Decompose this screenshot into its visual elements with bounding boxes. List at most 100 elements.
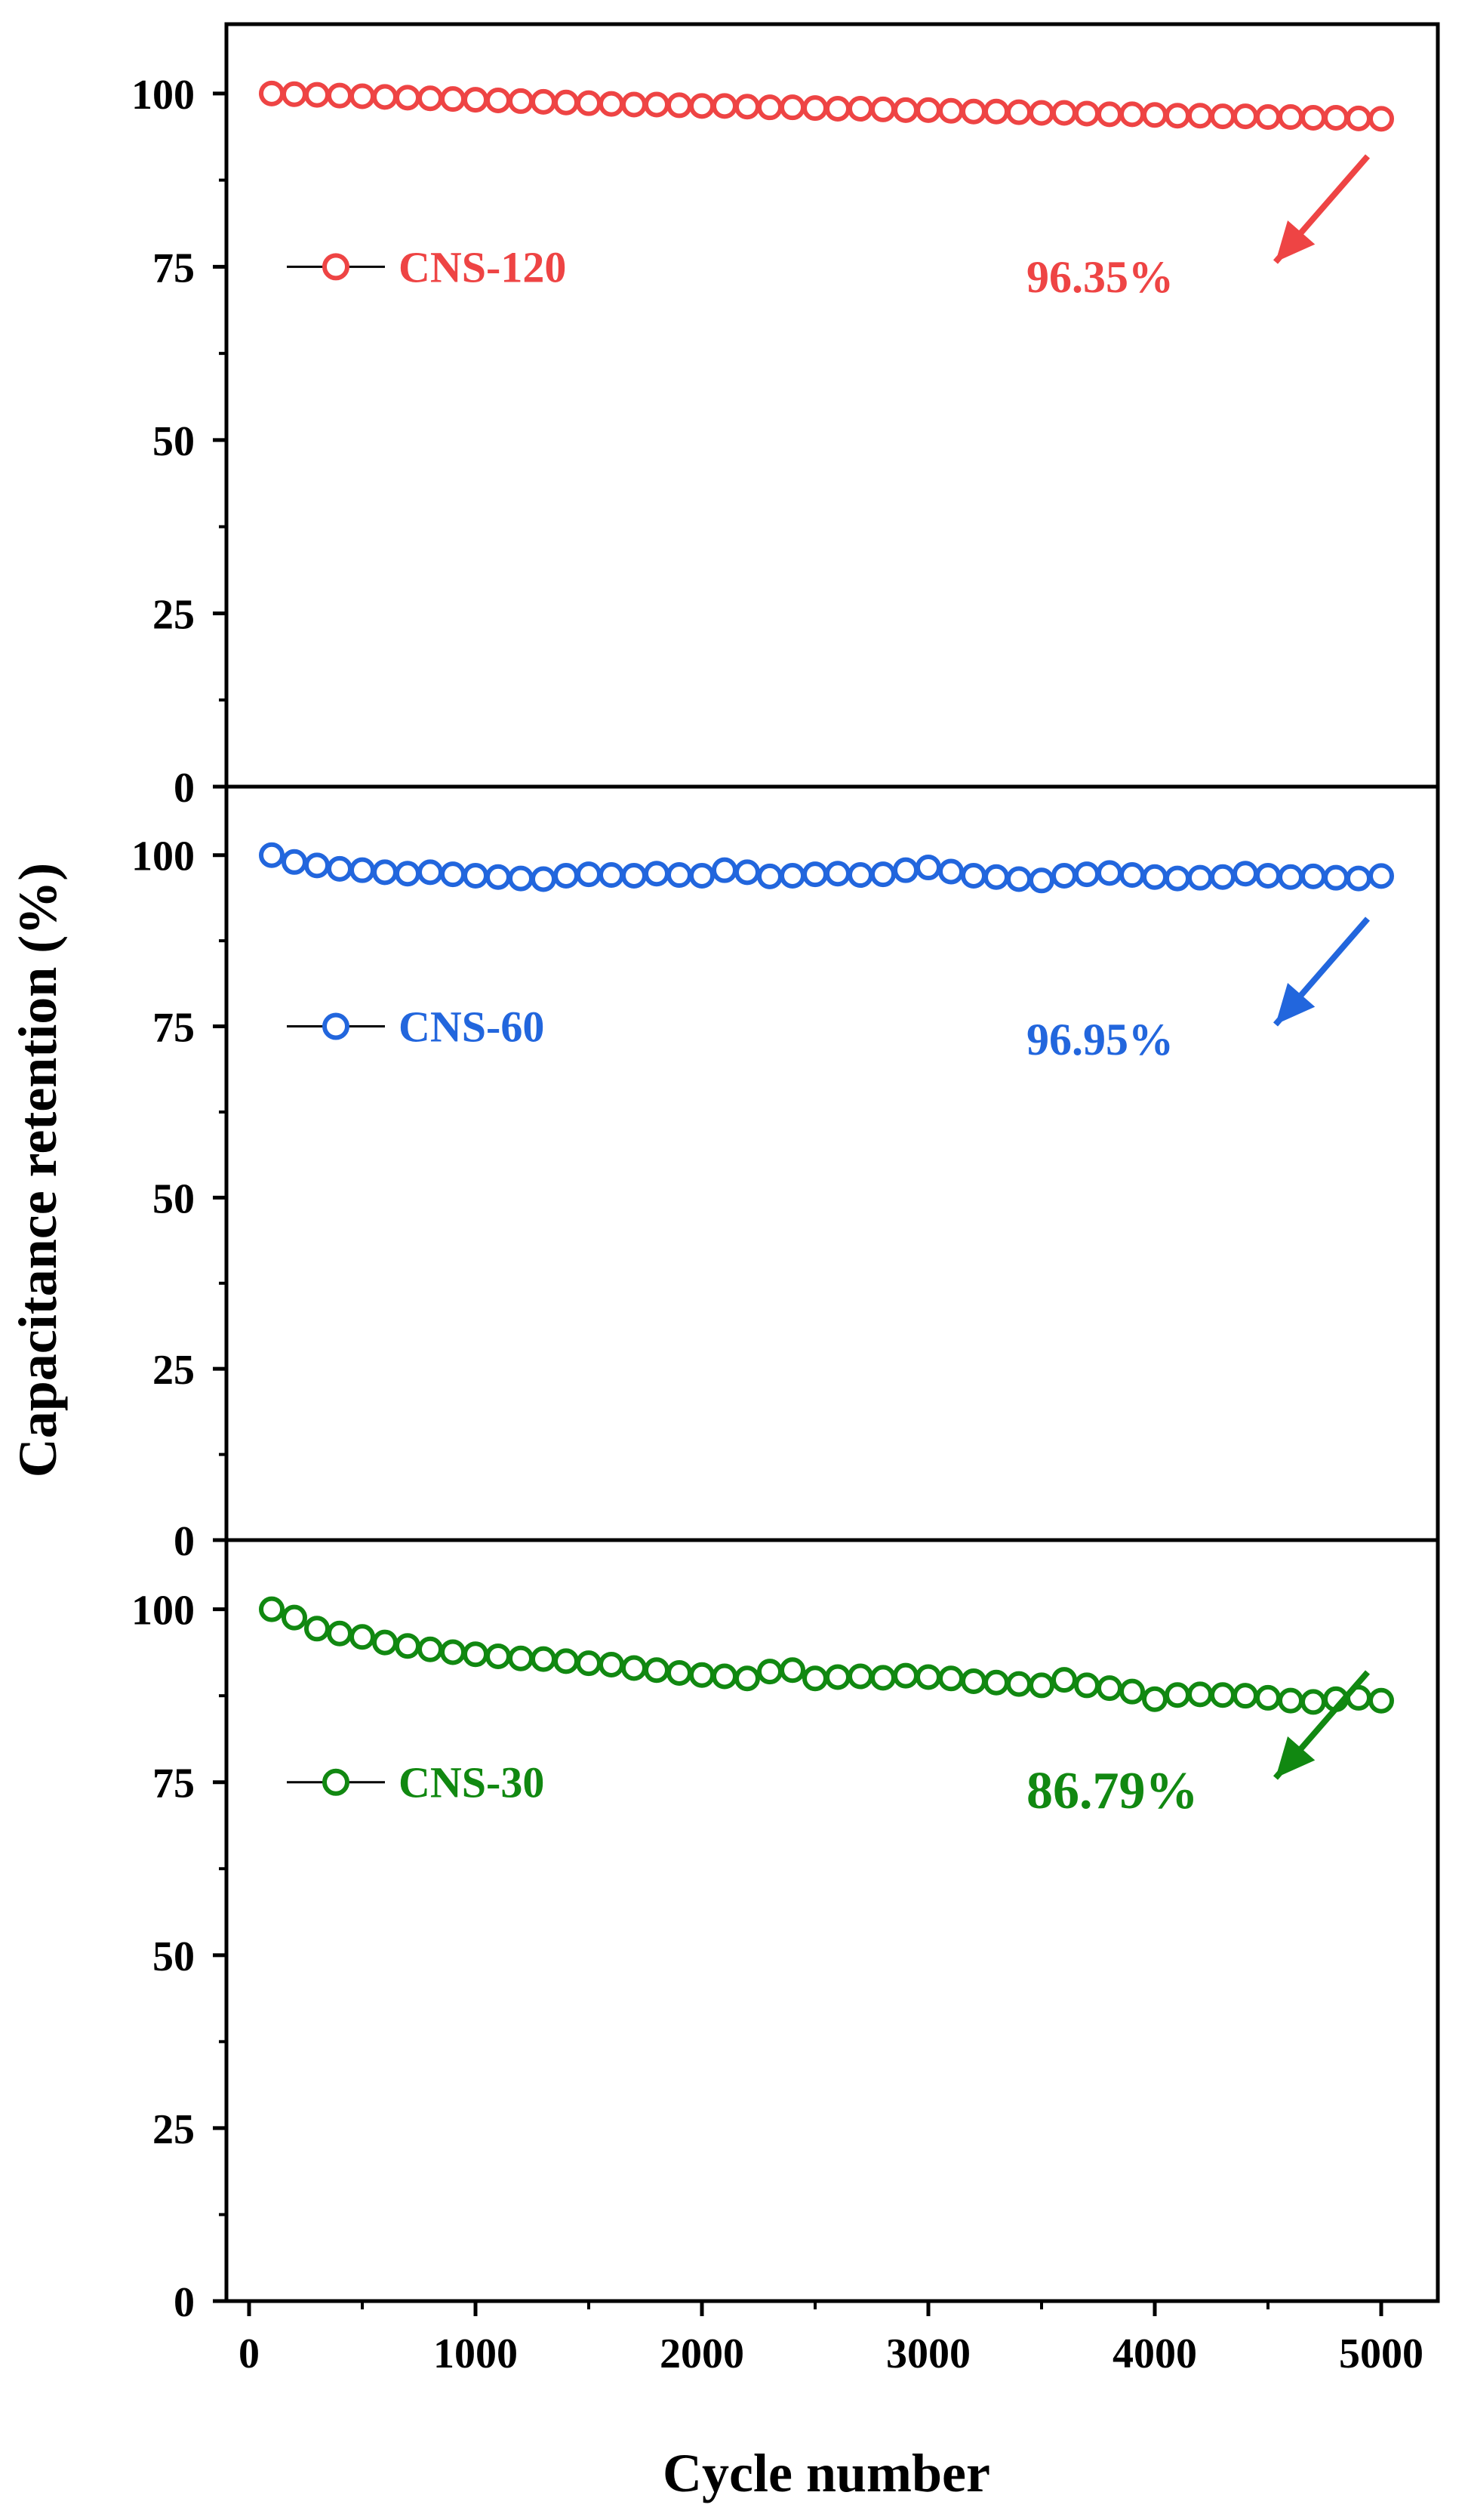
data-point (1142, 1686, 1168, 1712)
data-point (983, 1669, 1009, 1696)
data-point (417, 85, 443, 112)
data-point (1051, 100, 1077, 126)
data-point (1074, 861, 1100, 888)
data-point (440, 861, 466, 888)
data-point (259, 842, 285, 868)
data-point (1368, 106, 1394, 132)
data-point (531, 866, 556, 892)
data-point (983, 864, 1009, 890)
data-point (848, 1663, 873, 1690)
data-point (1210, 103, 1236, 130)
y-tick-label: 75 (152, 1761, 195, 1807)
data-point (1233, 103, 1258, 130)
data-point (259, 1596, 285, 1622)
data-point (327, 855, 352, 882)
data-point (802, 95, 828, 122)
data-point (757, 1659, 783, 1685)
data-point (599, 862, 624, 889)
x-tick-label: 4000 (1113, 2331, 1197, 2377)
data-point (508, 1645, 534, 1671)
data-point (848, 862, 873, 889)
legend-label: CNS-120 (399, 242, 566, 291)
data-point (576, 90, 602, 116)
y-tick-label: 50 (152, 1933, 195, 1980)
annotation-label: 86.79% (1026, 1762, 1199, 1820)
data-point (1233, 861, 1258, 887)
data-point (666, 862, 692, 889)
data-point (395, 1633, 420, 1659)
annotation-label: 96.95% (1026, 1015, 1174, 1064)
data-point (916, 855, 941, 881)
data-point (1006, 99, 1032, 125)
data-point (780, 1657, 805, 1684)
data-point (417, 859, 443, 886)
data-point (757, 94, 783, 121)
data-point (1346, 105, 1371, 131)
data-point (961, 98, 986, 125)
data-point (1323, 104, 1349, 131)
data-point (1029, 1672, 1054, 1699)
data-point (802, 1665, 828, 1692)
data-point (1006, 866, 1032, 892)
data-point (1233, 1683, 1258, 1709)
data-point (553, 89, 579, 116)
data-point (870, 861, 896, 888)
data-point (304, 1616, 330, 1642)
data-point (938, 1665, 964, 1692)
y-tick-label: 100 (131, 833, 195, 880)
data-point (1368, 1687, 1394, 1714)
data-point (621, 862, 647, 889)
data-point (961, 1668, 986, 1694)
data-point (599, 91, 624, 117)
data-point (1278, 104, 1303, 131)
data-point (825, 861, 851, 887)
data-point (1255, 862, 1281, 889)
data-point (1278, 1687, 1303, 1714)
data-point (1300, 104, 1326, 131)
data-point (372, 1629, 398, 1656)
data-point (689, 1662, 715, 1688)
y-axis-label: Capacitance retention (%) (8, 863, 68, 1478)
data-point (1187, 1681, 1213, 1708)
y-tick-label: 0 (174, 765, 195, 812)
data-point (1210, 864, 1236, 890)
data-point (916, 1664, 941, 1690)
x-tick-label: 1000 (433, 2331, 518, 2377)
data-point (327, 82, 352, 109)
data-point (576, 1650, 602, 1677)
data-point (1255, 1684, 1281, 1711)
data-point (893, 857, 919, 883)
data-point (757, 863, 783, 889)
data-point (1187, 103, 1213, 129)
panel-cns-120: 0 25 50 75 100 CNS-120 96.35% (131, 22, 1440, 812)
data-point (1165, 865, 1190, 892)
data-point (1051, 1667, 1077, 1693)
data-point (689, 862, 715, 889)
data-point (961, 862, 986, 889)
data-point (395, 85, 420, 111)
data-point (1142, 102, 1168, 128)
data-point (282, 849, 307, 875)
data-point (1097, 1675, 1122, 1702)
data-point (372, 859, 398, 886)
data-point (621, 1655, 647, 1681)
annotation-arrowhead (1276, 1736, 1316, 1778)
data-point (463, 862, 488, 889)
data-point (712, 93, 737, 119)
data-point (282, 1604, 307, 1631)
x-tick-label: 2000 (660, 2331, 744, 2377)
x-axis-label: Cycle number (663, 2443, 990, 2503)
data-point (1119, 101, 1145, 128)
data-point (327, 1620, 352, 1647)
data-point (780, 94, 805, 121)
panel-cns-60: 0 25 50 75 100 CNS-60 96.95% (131, 784, 1440, 1565)
data-point (1097, 101, 1122, 128)
data-point (1165, 1682, 1190, 1708)
y-tick-label: 0 (174, 2279, 195, 2326)
legend-marker (322, 1768, 349, 1796)
data-point (1029, 100, 1054, 126)
panels-layer: 0 25 50 75 100 CNS-120 96.35% 0 25 50 75 100 CNS-60 9… (131, 22, 1440, 2326)
data-point (825, 96, 851, 122)
y-tick-label: 25 (152, 2106, 195, 2153)
